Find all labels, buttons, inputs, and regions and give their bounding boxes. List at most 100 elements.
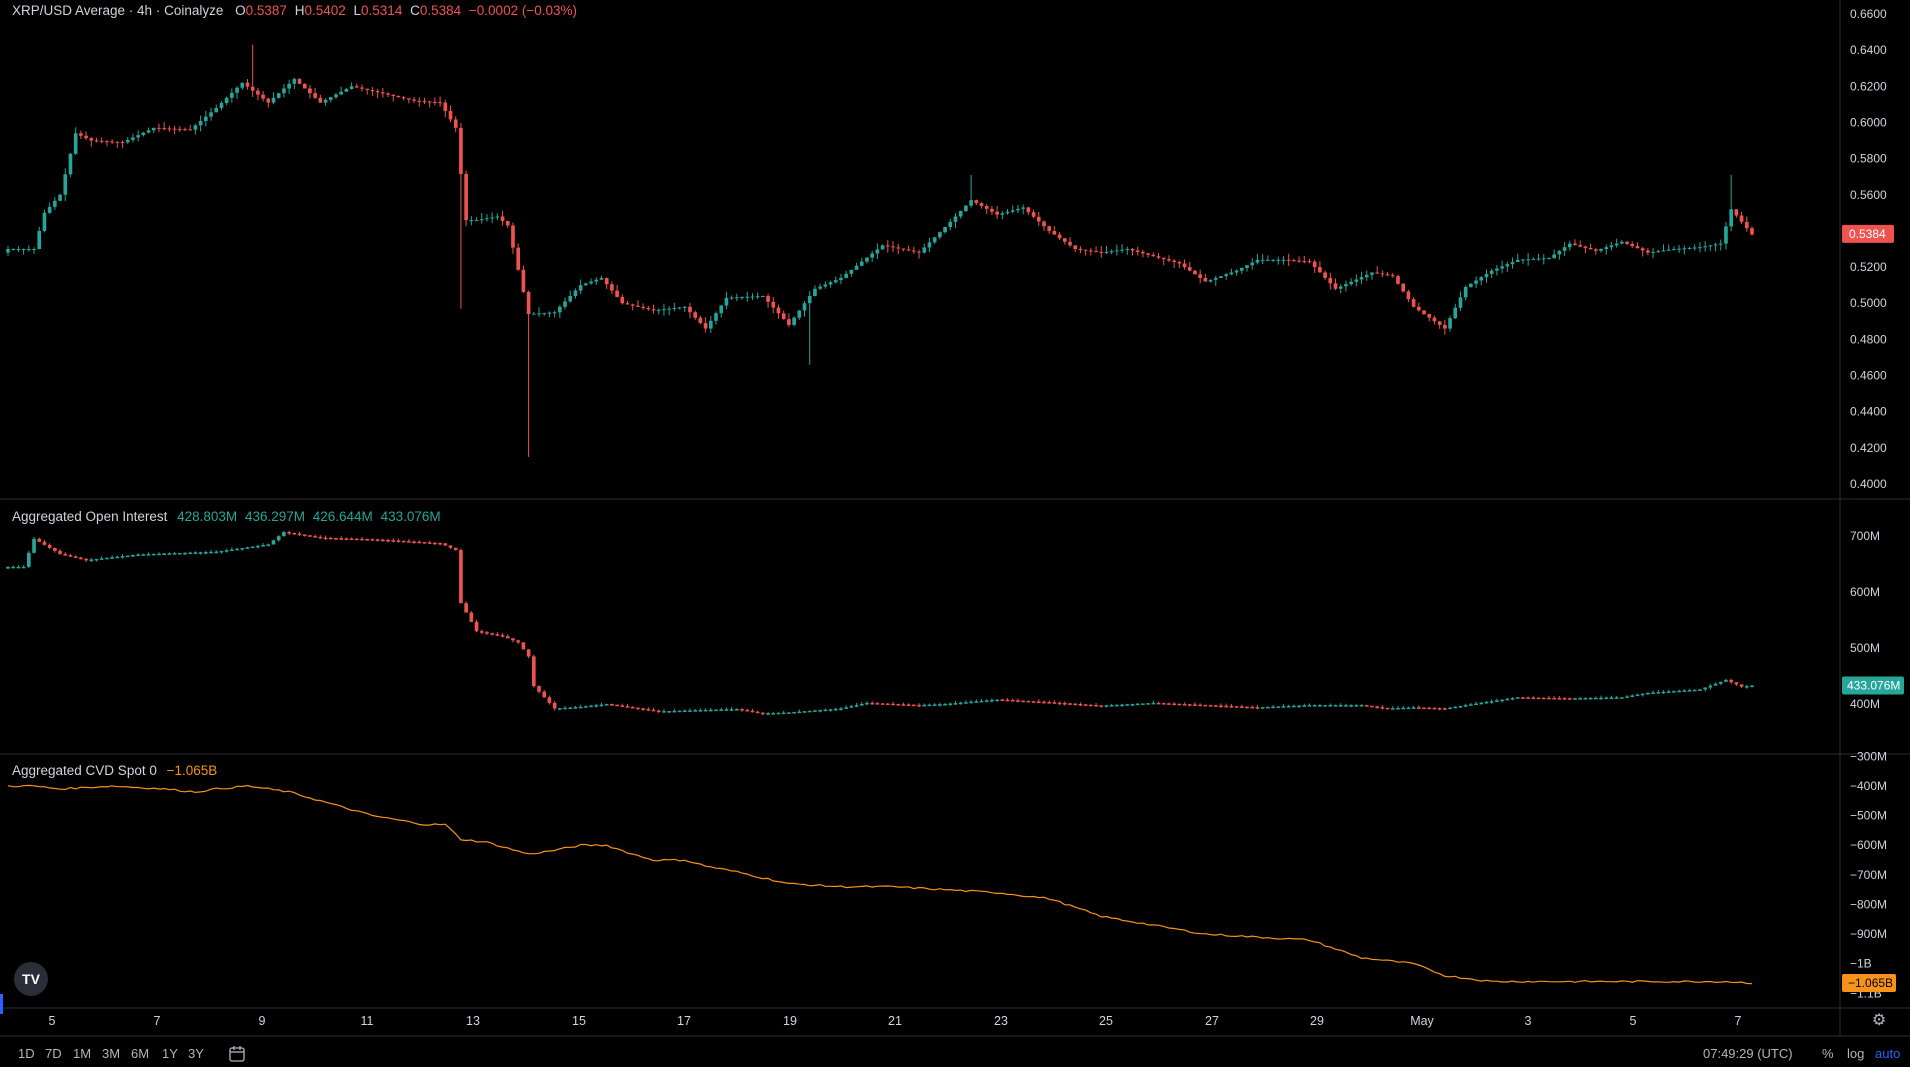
oi-candle [193,552,198,554]
price-candle [880,245,885,250]
price-candle [1677,248,1681,250]
price-candle [1666,249,1671,251]
timeframe-1m-button[interactable]: 1M [73,1046,92,1061]
timeframe-3y-button[interactable]: 3Y [188,1046,204,1061]
price-candle [787,319,791,325]
price-candle [1588,247,1593,250]
price-candle [682,306,687,308]
timeframe-1d-button[interactable]: 1D [18,1046,35,1061]
timeframe-7d-button[interactable]: 7D [45,1046,62,1061]
price-candle [1182,263,1187,268]
price-candle [833,280,838,283]
price-candle [276,93,281,98]
price-candle [1172,260,1176,263]
oi-candle [1599,697,1603,700]
oi-candle [932,704,937,706]
gear-icon[interactable]: ⚙ [1871,1012,1887,1029]
oi-candle [938,704,942,706]
price-candles [6,44,1754,457]
price-candle [365,88,370,90]
price-candle [766,296,770,302]
price-candle [16,249,21,250]
oi-candle [1609,697,1614,700]
price-candle [214,108,219,113]
oi-candle [27,552,31,567]
oi-candle [1312,705,1317,707]
oi-candle [833,708,838,711]
oi-candle [1552,697,1556,700]
price-candle [740,297,744,299]
oi-candle [990,699,994,702]
price-candle [1260,259,1265,261]
price-candle [641,306,645,309]
price-candle [1083,249,1088,251]
price-candle [1599,249,1603,251]
oi-candle [677,710,682,713]
percent-scale-button[interactable]: % [1822,1046,1834,1061]
price-candle [157,127,161,129]
oi-candle [552,702,557,709]
price-candle [1609,245,1614,248]
oi-candle [542,691,547,698]
oi-candle [308,535,312,537]
oi-candle [1724,679,1728,682]
price-candle [1005,211,1010,214]
timeframe-1y-button[interactable]: 1Y [162,1046,178,1061]
close-label: C [410,3,420,18]
calendar-icon[interactable] [228,1045,246,1063]
utc-clock[interactable]: 07:49:29 (UTC) [1703,1046,1793,1061]
oi-candle [204,552,208,554]
price-candle [1661,250,1666,252]
oi-candle [412,541,416,543]
price-candle [1312,261,1317,268]
price-candle [1089,250,1093,252]
price-candle [1161,257,1166,260]
date-tick-label: 13 [466,1014,480,1028]
oi-candle [1073,703,1078,706]
oi-candle [693,710,698,712]
cvd-value: −1.065B [166,763,218,778]
oi-candle [1042,701,1046,704]
oi-candle [604,704,609,706]
oi-candle [578,706,583,709]
price-candle [568,296,573,302]
oi-candle [167,553,172,555]
oi-candle [16,566,21,569]
price-tick-label: 0.4000 [1850,477,1887,491]
price-candle [120,142,125,144]
price-candle [1744,221,1749,229]
oi-candle [594,705,599,707]
oi-candle [1364,705,1369,707]
oi-candle [271,540,276,545]
timeframe-3m-button[interactable]: 3M [102,1046,121,1061]
price-candle [1229,272,1234,275]
oi-candle [1250,706,1255,709]
oi-tick-label: 700M [1850,529,1880,543]
price-candle [1115,250,1119,252]
price-candle [1531,258,1536,260]
oi-candle [974,701,979,703]
last-price-badge [1842,224,1894,243]
price-candle [1552,254,1556,259]
price-candle [115,141,120,143]
oi-candle [584,706,588,708]
price-candle [516,247,521,270]
price-candle [1682,248,1687,250]
oi-candle [958,702,963,705]
oi-candle [1219,705,1223,708]
oi-candle [183,552,187,555]
oi-open-value: 428.803M [177,509,238,524]
oi-candle [282,532,286,537]
price-tick-label: 0.6400 [1850,43,1887,57]
oi-candle [1245,706,1249,709]
price-candle [1187,267,1192,271]
oi-candle [839,708,843,710]
log-scale-button[interactable]: log [1847,1046,1865,1061]
oi-candle [1422,707,1426,710]
oi-candle [1635,694,1640,697]
date-tick-label: May [1410,1014,1434,1028]
tradingview-logo-icon[interactable]: TV [14,962,48,996]
auto-scale-button[interactable]: auto [1875,1046,1901,1061]
timeframe-6m-button[interactable]: 6M [131,1046,150,1061]
